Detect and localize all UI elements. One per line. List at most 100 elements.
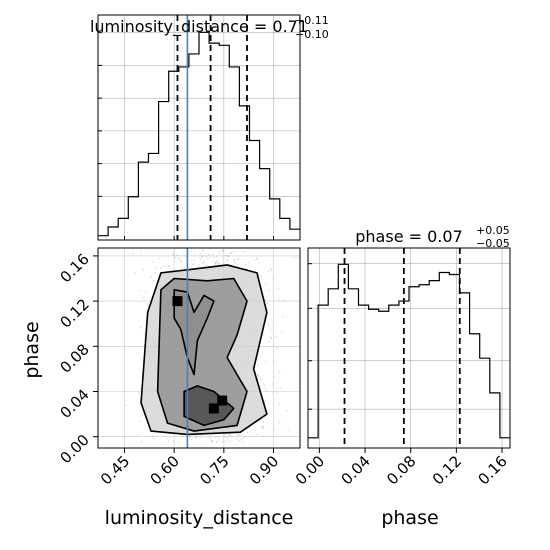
contour-line: [173, 289, 215, 376]
sample-point: [271, 277, 273, 280]
sample-point: [226, 437, 229, 439]
sample-point: [209, 438, 212, 440]
top-left-panel: luminosity_distance = 0.71 +0.11 −0.10: [90, 14, 329, 241]
sample-point: [234, 262, 237, 265]
sample-point: [262, 421, 265, 424]
y-tick-label: 0.12: [56, 295, 92, 331]
sample-point: [262, 425, 264, 428]
sample-point: [180, 260, 182, 262]
sample-point: [167, 440, 170, 442]
sample-point: [172, 253, 174, 256]
sample-point: [195, 436, 197, 439]
sample-point: [273, 359, 276, 362]
sample-point: [234, 260, 236, 263]
sample-point: [256, 373, 259, 375]
sample-point: [146, 303, 149, 305]
sample-point: [158, 257, 161, 260]
density-peak: [208, 403, 219, 414]
sample-point: [246, 431, 249, 434]
sample-point: [145, 291, 147, 294]
bottom-right-title: phase = 0.07: [355, 227, 462, 246]
sample-point: [264, 282, 267, 285]
sample-point: [217, 435, 220, 438]
sample-point: [172, 440, 174, 442]
sample-point: [207, 257, 209, 260]
sample-point: [150, 275, 152, 278]
bottom-right-frame: [307, 247, 511, 449]
sample-point: [233, 251, 236, 253]
x-tick-label: 0.12: [429, 452, 465, 488]
sample-point: [281, 331, 283, 333]
sample-point: [273, 428, 275, 431]
sample-point: [228, 255, 230, 257]
sample-point: [279, 387, 282, 390]
sample-point: [174, 257, 177, 259]
sample-point: [211, 439, 214, 442]
sample-point: [192, 263, 194, 266]
sample-point: [287, 429, 289, 431]
sample-point: [270, 269, 273, 272]
luminosity-distance-hist-step: [98, 31, 300, 237]
sample-point: [167, 264, 170, 267]
sample-point: [205, 255, 207, 258]
sample-point: [262, 435, 264, 438]
density-region: [174, 289, 214, 375]
sample-point: [201, 255, 203, 257]
sample-point: [178, 257, 180, 260]
sample-point: [142, 268, 144, 271]
sample-point: [236, 263, 239, 266]
bottom-left-panel: 0.45 0.60 0.75 0.90 0.00 0.04 0.08 0.12 0.16 lu…: [21, 247, 301, 529]
sample-point: [276, 391, 278, 394]
sample-point: [136, 434, 139, 436]
y-tick-label: 0.16: [56, 250, 92, 286]
y-axis-label-phase: phase: [21, 321, 43, 378]
top-left-title-sup: +0.11: [295, 14, 329, 27]
sample-point: [265, 390, 268, 392]
sample-point: [222, 249, 225, 252]
sample-point: [214, 436, 217, 439]
sample-point: [245, 264, 247, 266]
sample-point: [195, 435, 197, 438]
sample-point: [218, 263, 221, 265]
luminosity-distance-histogram: [98, 31, 300, 237]
sample-point: [183, 267, 185, 269]
sample-point: [213, 256, 216, 259]
sample-point: [254, 259, 257, 262]
bottom-right-x-ticks: 0.00 0.04 0.08 0.12 0.16: [292, 448, 511, 488]
x-tick-label: 0.16: [474, 452, 510, 488]
sample-point: [173, 253, 176, 256]
density-fill: [141, 264, 267, 435]
sample-point: [230, 435, 233, 438]
top-left-title-sub: −0.10: [295, 28, 329, 41]
sample-point: [228, 434, 231, 436]
sample-point: [216, 441, 218, 443]
sample-point: [283, 299, 286, 302]
sample-point: [215, 260, 218, 262]
sample-point: [227, 255, 229, 258]
sample-point: [272, 383, 274, 385]
sample-point: [248, 427, 251, 429]
sample-point: [224, 254, 227, 257]
bottom-right-quantile-lines: [343, 248, 461, 448]
sample-point: [278, 371, 281, 373]
sample-point: [286, 409, 289, 412]
sample-point: [151, 261, 154, 263]
sample-point: [199, 252, 201, 255]
sample-point: [278, 403, 281, 406]
sample-point: [238, 433, 240, 436]
sample-point: [189, 250, 191, 253]
sample-point: [146, 304, 149, 307]
sample-point: [276, 347, 278, 349]
contour-line: [156, 277, 248, 432]
sample-point: [240, 438, 242, 441]
sample-point: [134, 272, 136, 274]
sample-point: [205, 264, 207, 266]
sample-point: [277, 287, 280, 290]
sample-point: [221, 250, 224, 253]
sample-point: [189, 435, 192, 438]
sample-point: [267, 322, 269, 325]
sample-point: [237, 434, 239, 437]
sample-point: [242, 251, 244, 253]
x-tick-label: 0.04: [338, 452, 374, 488]
